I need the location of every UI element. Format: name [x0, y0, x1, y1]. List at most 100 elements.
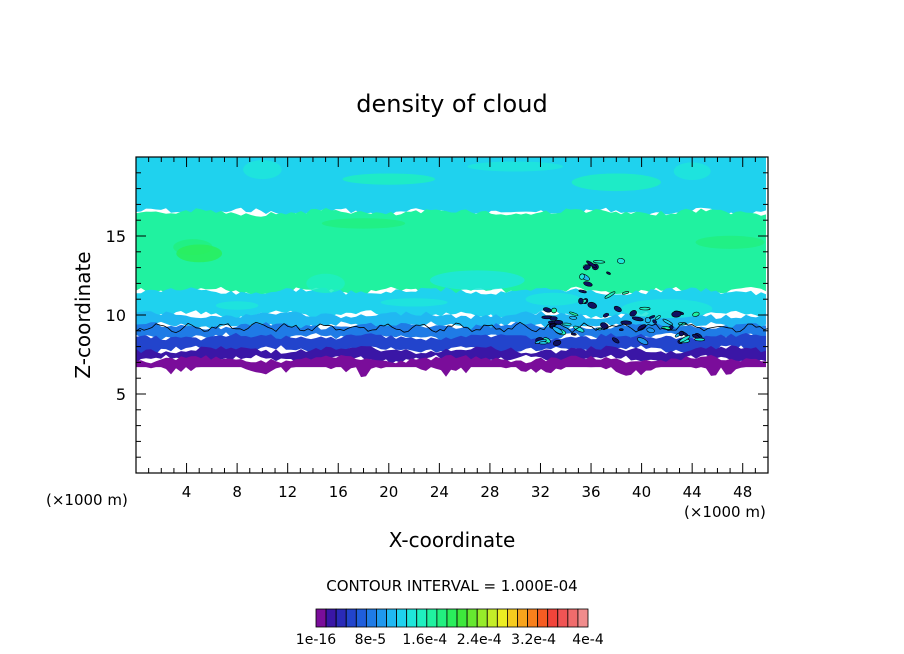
wave-cell [583, 264, 591, 271]
x-units-right: (×1000 m) [684, 503, 766, 521]
wave-cell [606, 271, 611, 275]
wave-cell [570, 332, 577, 336]
density-blob [176, 244, 223, 263]
x-tick-label: 32 [531, 483, 550, 501]
y-tick-label: 10 [106, 306, 126, 325]
wave-cell [586, 260, 597, 269]
colorbar-swatch [517, 608, 528, 628]
wave-cell [552, 326, 563, 334]
density-blob [695, 235, 765, 249]
wave-cell [692, 311, 700, 317]
plot-area [136, 157, 768, 473]
wave-cell [671, 310, 682, 318]
wave-cell [551, 307, 557, 314]
colorbar-swatch [486, 608, 498, 628]
wave-cell [646, 327, 655, 334]
colorbar-swatch [496, 608, 508, 628]
colorbar-swatch [527, 608, 539, 628]
wave-cell [552, 339, 562, 346]
density-blobs [173, 160, 765, 319]
colorbar-swatch [436, 608, 448, 628]
wave-cell [587, 301, 597, 309]
wave-cell [604, 291, 616, 299]
density-blob [673, 162, 711, 180]
wave-cell [593, 260, 606, 264]
colorbar-label: 1e-16 [296, 632, 336, 648]
colorbar-swatch [345, 608, 357, 628]
x-tick-label: 24 [430, 483, 449, 501]
density-blob [621, 299, 713, 319]
wave-cell [613, 305, 622, 313]
colorbar-swatch [386, 608, 397, 628]
density-layer [136, 157, 766, 217]
colorbar-swatch [557, 608, 569, 628]
chart-title: density of cloud [356, 90, 547, 118]
x-tick-label: 48 [733, 483, 752, 501]
colorbar-swatch [416, 608, 428, 628]
density-layers [136, 157, 766, 378]
density-blob [525, 292, 581, 306]
wave-cell [569, 315, 578, 320]
y-axis-label: Z-coordinate [71, 251, 95, 378]
y-tick-label: 5 [116, 385, 126, 404]
wave-cell [678, 331, 684, 337]
wave-cell [629, 310, 637, 317]
wave-cell [694, 337, 705, 342]
colorbar-label: 4e-4 [572, 632, 604, 648]
density-blob [321, 218, 406, 229]
contour-interval-label: CONTOUR INTERVAL = 1.000E-04 [326, 577, 577, 595]
density-blob [342, 173, 435, 185]
contour-line [136, 321, 768, 334]
colorbar-swatch [335, 608, 347, 628]
y-axis-ticks: 5 10 15 [106, 172, 768, 458]
wave-cell [578, 289, 587, 294]
colorbar-labels: 1e-16 8e-5 1.6e-4 2.4e-4 3.2e-4 4e-4 [296, 632, 604, 648]
y-tick-label: 15 [106, 227, 126, 246]
x-tick-label: 28 [480, 483, 499, 501]
x-tick-label: 20 [379, 483, 398, 501]
x-axis-ticks: 4 8 12 16 20 24 28 32 36 40 44 48 [148, 157, 756, 501]
x-tick-label: 8 [232, 483, 242, 501]
colorbar-swatch [577, 608, 589, 628]
colorbar-swatch [406, 608, 418, 628]
wave-cell [679, 335, 691, 343]
colorbar-swatch [466, 608, 478, 628]
wave-cell [561, 322, 572, 326]
colorbar-swatch [396, 608, 408, 628]
density-blob [243, 160, 282, 180]
density-blob [430, 270, 525, 291]
wave-cell [648, 315, 656, 319]
gravity-wave-pattern [534, 258, 705, 346]
wave-cell [569, 311, 579, 316]
wave-cell [549, 316, 558, 321]
colorbar-swatch [446, 608, 458, 628]
wave-cell [539, 341, 548, 345]
wave-cell [617, 258, 625, 264]
wave-cell [600, 322, 609, 330]
x-axis-label: X-coordinate [389, 528, 516, 552]
colorbar-label: 8e-5 [355, 632, 386, 648]
wave-cell [622, 291, 630, 295]
density-layer [136, 310, 766, 331]
colorbar-label: 2.4e-4 [457, 632, 502, 648]
density-layer [136, 345, 766, 365]
x-tick-label: 12 [278, 483, 297, 501]
colorbar-swatch [547, 608, 559, 628]
colorbar-swatch [365, 608, 377, 628]
wave-cell [652, 319, 657, 324]
density-layer [136, 354, 766, 378]
wave-cell [602, 312, 610, 318]
wave-cell [583, 281, 593, 287]
wave-cell [579, 273, 585, 280]
density-blob [306, 273, 345, 293]
density-blob [571, 173, 661, 192]
wave-cell [620, 320, 632, 325]
wave-cell [692, 333, 700, 339]
wave-cell [619, 328, 624, 332]
x-units-left: (×1000 m) [46, 491, 128, 509]
colorbar-swatch [315, 608, 327, 628]
wave-cell [636, 337, 649, 345]
wave-cell [611, 337, 620, 344]
x-tick-label: 40 [632, 483, 651, 501]
density-blob [467, 161, 563, 172]
